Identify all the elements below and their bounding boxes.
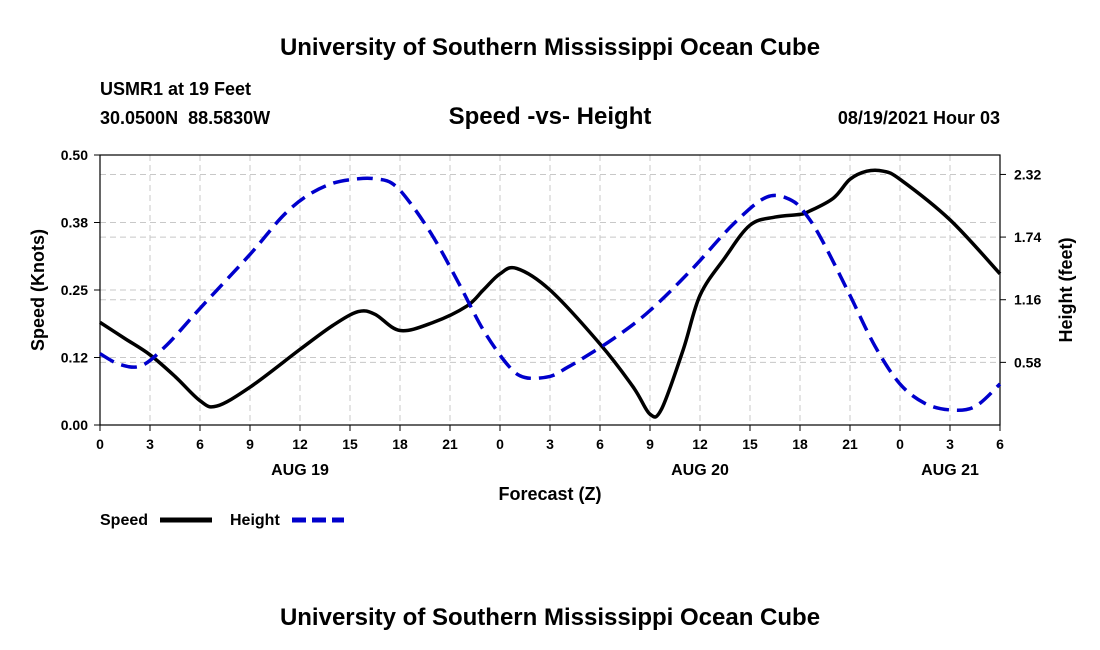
- bottom-title: University of Southern Mississippi Ocean…: [280, 604, 820, 631]
- x-tick-label: 21: [842, 436, 858, 452]
- series-line-speed: [99, 168, 1002, 419]
- x-tick-label: 15: [742, 436, 758, 452]
- y-axis-left-title: Speed (Knots): [28, 229, 48, 351]
- day-label: AUG 21: [921, 462, 979, 479]
- y-left-tick-label: 0.50: [61, 147, 88, 163]
- series-lines: [99, 168, 1002, 419]
- x-tick-label: 0: [96, 436, 104, 452]
- y-right-tick-label: 0.58: [1014, 354, 1041, 370]
- y-left-tick-label: 0.00: [61, 417, 88, 433]
- legend-speed-label: Speed: [100, 512, 148, 529]
- tick-labels: 0 3 6 9 12 15 18 21 0 3 6 9 12 15 18 21 0 3 6 AUG 19 AUG 20 A…: [61, 147, 1042, 479]
- x-tick-label: 3: [146, 436, 154, 452]
- x-tick-label: 18: [392, 436, 408, 452]
- x-tick-label: 21: [442, 436, 458, 452]
- plot-frame: [99, 154, 1001, 426]
- x-tick-label: 6: [596, 436, 604, 452]
- y-right-tick-label: 1.74: [1014, 229, 1041, 245]
- day-label: AUG 20: [671, 462, 729, 479]
- y-axis-right-title: Height (feet): [1056, 238, 1076, 343]
- x-tick-label: 9: [246, 436, 254, 452]
- legend-height-label: Height: [230, 512, 280, 529]
- y-left-tick-label: 0.12: [61, 350, 88, 366]
- x-tick-label: 6: [996, 436, 1004, 452]
- datetime-label: 08/19/2021 Hour 03: [838, 108, 1000, 128]
- day-label: AUG 19: [271, 462, 329, 479]
- x-tick-label: 3: [946, 436, 954, 452]
- x-tick-label: 18: [792, 436, 808, 452]
- x-tick-label: 12: [692, 436, 708, 452]
- x-axis-title: Forecast (Z): [498, 484, 601, 504]
- y-left-tick-label: 0.38: [61, 215, 88, 231]
- x-tick-label: 0: [496, 436, 504, 452]
- series-line-height: [99, 176, 1002, 412]
- y-right-tick-label: 1.16: [1014, 292, 1041, 308]
- axes: [94, 154, 1006, 431]
- x-tick-label: 15: [342, 436, 358, 452]
- coords-label: 30.0500N 88.5830W: [100, 108, 270, 128]
- x-tick-label: 12: [292, 436, 308, 452]
- x-tick-label: 0: [896, 436, 904, 452]
- plot-title: Speed -vs- Height: [449, 103, 652, 130]
- x-tick-label: 6: [196, 436, 204, 452]
- y-right-tick-label: 2.32: [1014, 166, 1041, 182]
- y-left-tick-label: 0.25: [61, 282, 88, 298]
- station-label: USMR1 at 19 Feet: [100, 79, 251, 99]
- x-tick-label: 9: [646, 436, 654, 452]
- x-tick-label: 3: [546, 436, 554, 452]
- top-title: University of Southern Mississippi Ocean…: [280, 34, 820, 61]
- legend: Speed Height: [100, 512, 344, 529]
- grid-lines: [100, 155, 1000, 425]
